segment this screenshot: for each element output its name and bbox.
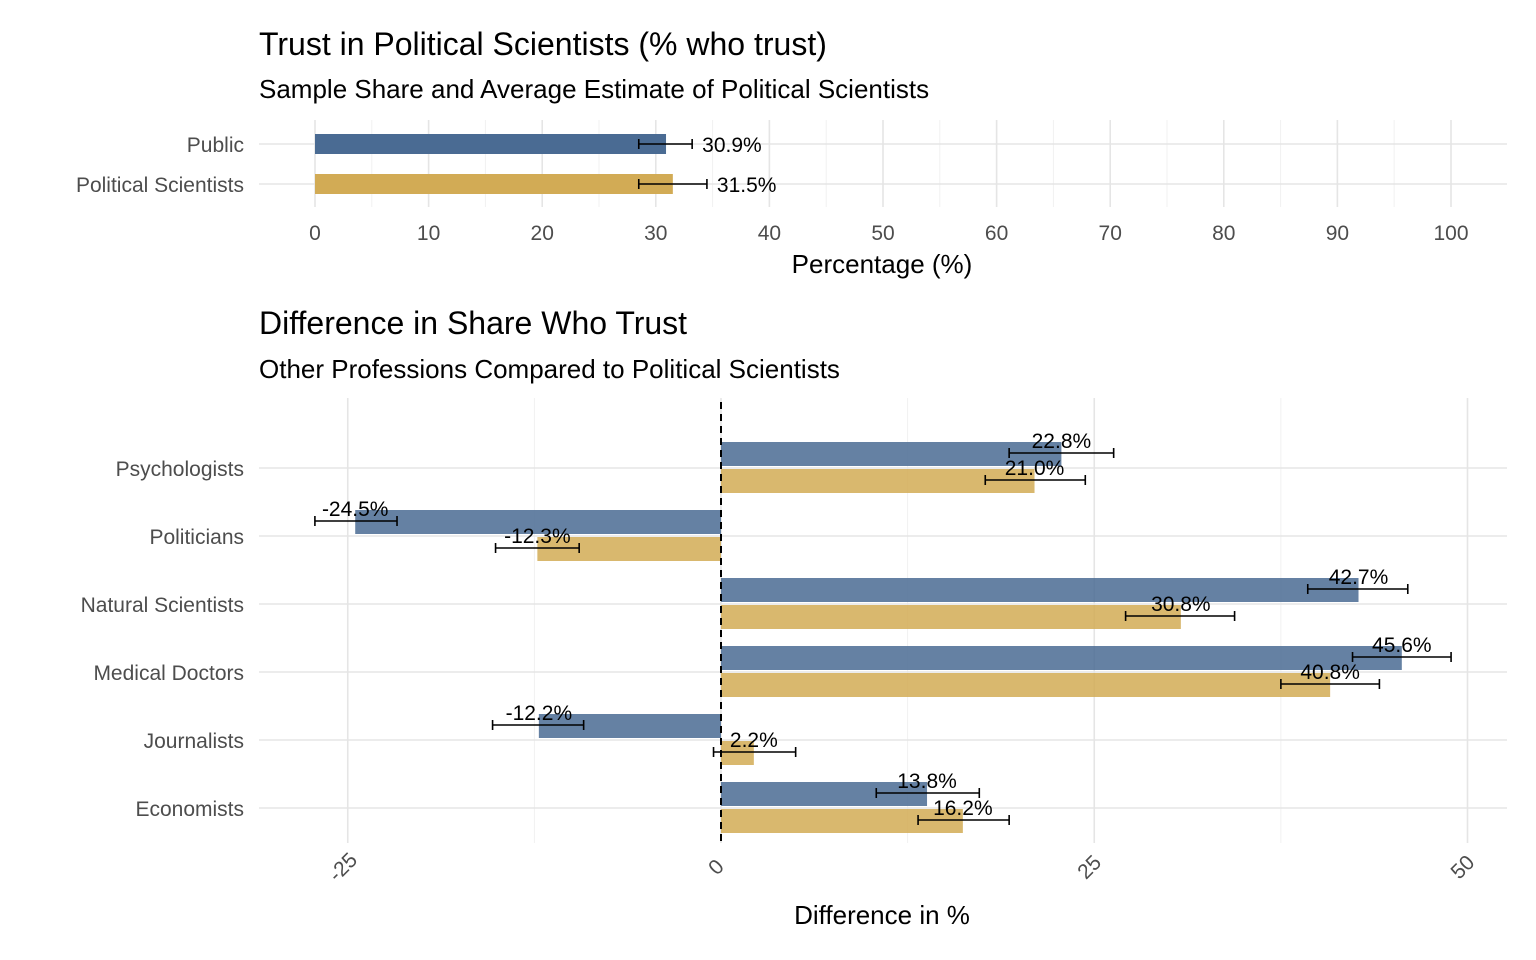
bottom-x-axis-title: Difference in % bbox=[794, 900, 970, 930]
top-errorbar-political-scientists bbox=[637, 179, 708, 189]
bottom-bar-medical-doctors-political-scientists bbox=[721, 673, 1331, 697]
bottom-data-label-medical-doctors-public: 45.6% bbox=[1372, 634, 1432, 657]
bottom-data-label-economists-political-scientists: 16.2% bbox=[933, 797, 993, 820]
bottom-bar-economists-public bbox=[721, 782, 928, 806]
bottom-data-label-economists-public: 13.8% bbox=[897, 770, 957, 793]
bottom-errorbar-politicians-public bbox=[314, 516, 398, 526]
bottom-errorbar-psychologists-public bbox=[1008, 448, 1115, 458]
bottom-chart-title: Difference in Share Who Trust bbox=[259, 305, 687, 341]
top-data-label-public: 30.9% bbox=[702, 134, 762, 157]
top-x-tick-70: 70 bbox=[1099, 222, 1122, 245]
bottom-category-label-psychologists: Psychologists bbox=[116, 458, 244, 481]
top-chart-subtitle: Sample Share and Average Estimate of Pol… bbox=[259, 74, 929, 104]
top-x-tick-20: 20 bbox=[531, 222, 554, 245]
bottom-bar-politicians-political-scientists bbox=[537, 537, 721, 561]
bottom-errorbar-economists-public bbox=[875, 788, 981, 798]
bottom-errorbar-journalists-public bbox=[491, 720, 585, 730]
top-bar-public bbox=[315, 134, 667, 154]
bottom-bar-journalists-political-scientists bbox=[721, 741, 754, 765]
bottom-bar-psychologists-public bbox=[721, 442, 1062, 466]
top-bar-political-scientists bbox=[315, 174, 673, 194]
bottom-data-label-journalists-public: -12.2% bbox=[506, 702, 573, 725]
bottom-data-label-journalists-political-scientists: 2.2% bbox=[730, 729, 778, 752]
top-plot-area: 0 10 20 30 40 50 60 70 80 90 100 Public Political Sc… bbox=[76, 120, 1507, 245]
bottom-errorbar-natural-scientists-political-scientists bbox=[1124, 611, 1236, 621]
bottom-x-tick-25: 25 bbox=[1073, 851, 1106, 884]
bottom-errorbar-psychologists-political-scientists bbox=[984, 475, 1087, 485]
top-x-tick-30: 30 bbox=[644, 222, 667, 245]
bottom-data-label-medical-doctors-political-scientists: 40.8% bbox=[1300, 661, 1360, 684]
bottom-category-label-economists: Economists bbox=[135, 798, 244, 821]
bottom-bar-economists-political-scientists bbox=[721, 809, 963, 833]
top-x-tick-80: 80 bbox=[1212, 222, 1235, 245]
bottom-plot-area: -25 0 25 50 Psychologists Politicians Natural … bbox=[81, 398, 1507, 886]
top-x-tick-60: 60 bbox=[985, 222, 1008, 245]
top-chart-title: Trust in Political Scientists (% who tru… bbox=[259, 26, 827, 62]
bottom-bar-journalists-public bbox=[538, 714, 721, 738]
bottom-data-label-natural-scientists-public: 42.7% bbox=[1329, 566, 1389, 589]
bottom-errorbar-economists-political-scientists bbox=[917, 815, 1010, 825]
bottom-errorbar-politicians-political-scientists bbox=[494, 543, 580, 553]
top-category-label-political-scientists: Political Scientists bbox=[76, 174, 244, 197]
bottom-category-label-natural-scientists: Natural Scientists bbox=[81, 594, 244, 617]
bottom-data-label-natural-scientists-political-scientists: 30.8% bbox=[1151, 593, 1211, 616]
bottom-category-label-journalists: Journalists bbox=[144, 730, 244, 753]
bottom-x-tick--25: -25 bbox=[324, 849, 362, 887]
bottom-bar-natural-scientists-political-scientists bbox=[721, 605, 1181, 629]
top-data-label-political-scientists: 31.5% bbox=[717, 174, 777, 197]
bottom-bar-medical-doctors-public bbox=[721, 646, 1402, 670]
bottom-category-label-politicians: Politicians bbox=[149, 526, 244, 549]
bottom-bar-natural-scientists-public bbox=[721, 578, 1359, 602]
bottom-bar-psychologists-political-scientists bbox=[721, 469, 1035, 493]
bottom-errorbar-natural-scientists-public bbox=[1306, 584, 1409, 594]
top-x-tick-10: 10 bbox=[417, 222, 440, 245]
top-errorbar-public bbox=[637, 139, 693, 149]
bottom-x-tick-50: 50 bbox=[1447, 851, 1480, 884]
bottom-data-label-politicians-political-scientists: -12.3% bbox=[504, 525, 571, 548]
bottom-errorbar-journalists-political-scientists bbox=[712, 747, 797, 757]
top-x-tick-50: 50 bbox=[871, 222, 894, 245]
top-x-axis-title: Percentage (%) bbox=[792, 249, 973, 279]
bottom-x-tick-0: 0 bbox=[704, 855, 729, 880]
bottom-data-label-psychologists-public: 22.8% bbox=[1032, 430, 1092, 453]
top-x-tick-100: 100 bbox=[1433, 222, 1468, 245]
bottom-chart-subtitle: Other Professions Compared to Political … bbox=[259, 354, 840, 384]
bottom-data-label-politicians-public: -24.5% bbox=[322, 498, 389, 521]
bottom-errorbar-medical-doctors-political-scientists bbox=[1280, 679, 1381, 689]
top-x-tick-90: 90 bbox=[1326, 222, 1349, 245]
bottom-category-label-medical-doctors: Medical Doctors bbox=[93, 662, 244, 685]
top-x-tick-0: 0 bbox=[309, 222, 321, 245]
bottom-bar-politicians-public bbox=[355, 510, 721, 534]
top-x-tick-40: 40 bbox=[758, 222, 781, 245]
bottom-errorbar-medical-doctors-public bbox=[1351, 652, 1452, 662]
bottom-data-label-psychologists-political-scientists: 21.0% bbox=[1005, 457, 1065, 480]
top-category-label-public: Public bbox=[187, 134, 244, 157]
